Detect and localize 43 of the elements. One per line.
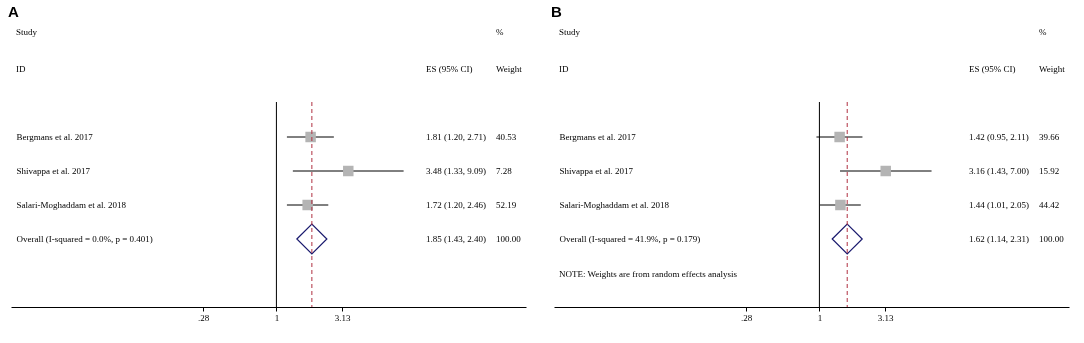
text: 1.42 (0.95, 2.11) — [969, 132, 1029, 142]
text: ID — [16, 64, 26, 74]
y-tick-label: Salari-Moghaddam et al. 2018 — [16, 200, 127, 210]
text: NOTE: Weights are from random effects analysis — [559, 269, 738, 279]
annotation: 15.92 — [1039, 166, 1060, 176]
text: 1.44 (1.01, 2.05) — [969, 200, 1029, 210]
y-tick-label: Salari-Moghaddam et al. 2018 — [559, 200, 670, 210]
text: % — [1039, 27, 1047, 37]
text: 3.16 (1.43, 7.00) — [969, 166, 1029, 176]
annotation: 100.00 — [1039, 234, 1065, 244]
x-tick-label: 1 — [274, 312, 280, 323]
text: 3.48 (1.33, 9.09) — [426, 166, 486, 176]
text: ES (95% CI) — [426, 64, 473, 74]
text: 1.72 (1.20, 2.46) — [426, 200, 486, 210]
chart-title: B — [551, 3, 562, 20]
text: Study — [559, 27, 581, 37]
annotation: 52.19 — [496, 200, 517, 210]
text: 1.85 (1.43, 2.40) — [426, 234, 486, 244]
chart-title: A — [8, 3, 19, 20]
text: Weight — [1039, 64, 1066, 74]
text: % — [496, 27, 504, 37]
annotation: 39.66 — [1039, 132, 1060, 142]
x-tick-label: 3.13 — [334, 312, 352, 323]
x-tick-label: 1 — [817, 312, 823, 323]
y-tick-label: Overall (I-squared = 0.0%, p = 0.401) — [16, 234, 153, 244]
x-tick-label: .28 — [197, 312, 210, 323]
x-tick-label: 3.13 — [877, 312, 895, 323]
text: Study — [16, 27, 38, 37]
text: ID — [559, 64, 569, 74]
text: 1.62 (1.14, 2.31) — [969, 234, 1029, 244]
x-tick-label: .28 — [740, 312, 753, 323]
y-tick-label: Bergmans et al. 2017 — [559, 132, 637, 142]
text: 1.81 (1.20, 2.71) — [426, 132, 486, 142]
annotation: 7.28 — [496, 166, 513, 176]
y-tick-label: Shivappa et al. 2017 — [559, 166, 634, 176]
annotation: 100.00 — [496, 234, 522, 244]
text: ES (95% CI) — [969, 64, 1016, 74]
text: Weight — [496, 64, 523, 74]
annotation: 44.42 — [1039, 200, 1060, 210]
annotation: 40.53 — [496, 132, 517, 142]
y-tick-label: Overall (I-squared = 41.9%, p = 0.179) — [559, 234, 701, 244]
y-tick-label: Shivappa et al. 2017 — [16, 166, 91, 176]
y-tick-label: Bergmans et al. 2017 — [16, 132, 94, 142]
